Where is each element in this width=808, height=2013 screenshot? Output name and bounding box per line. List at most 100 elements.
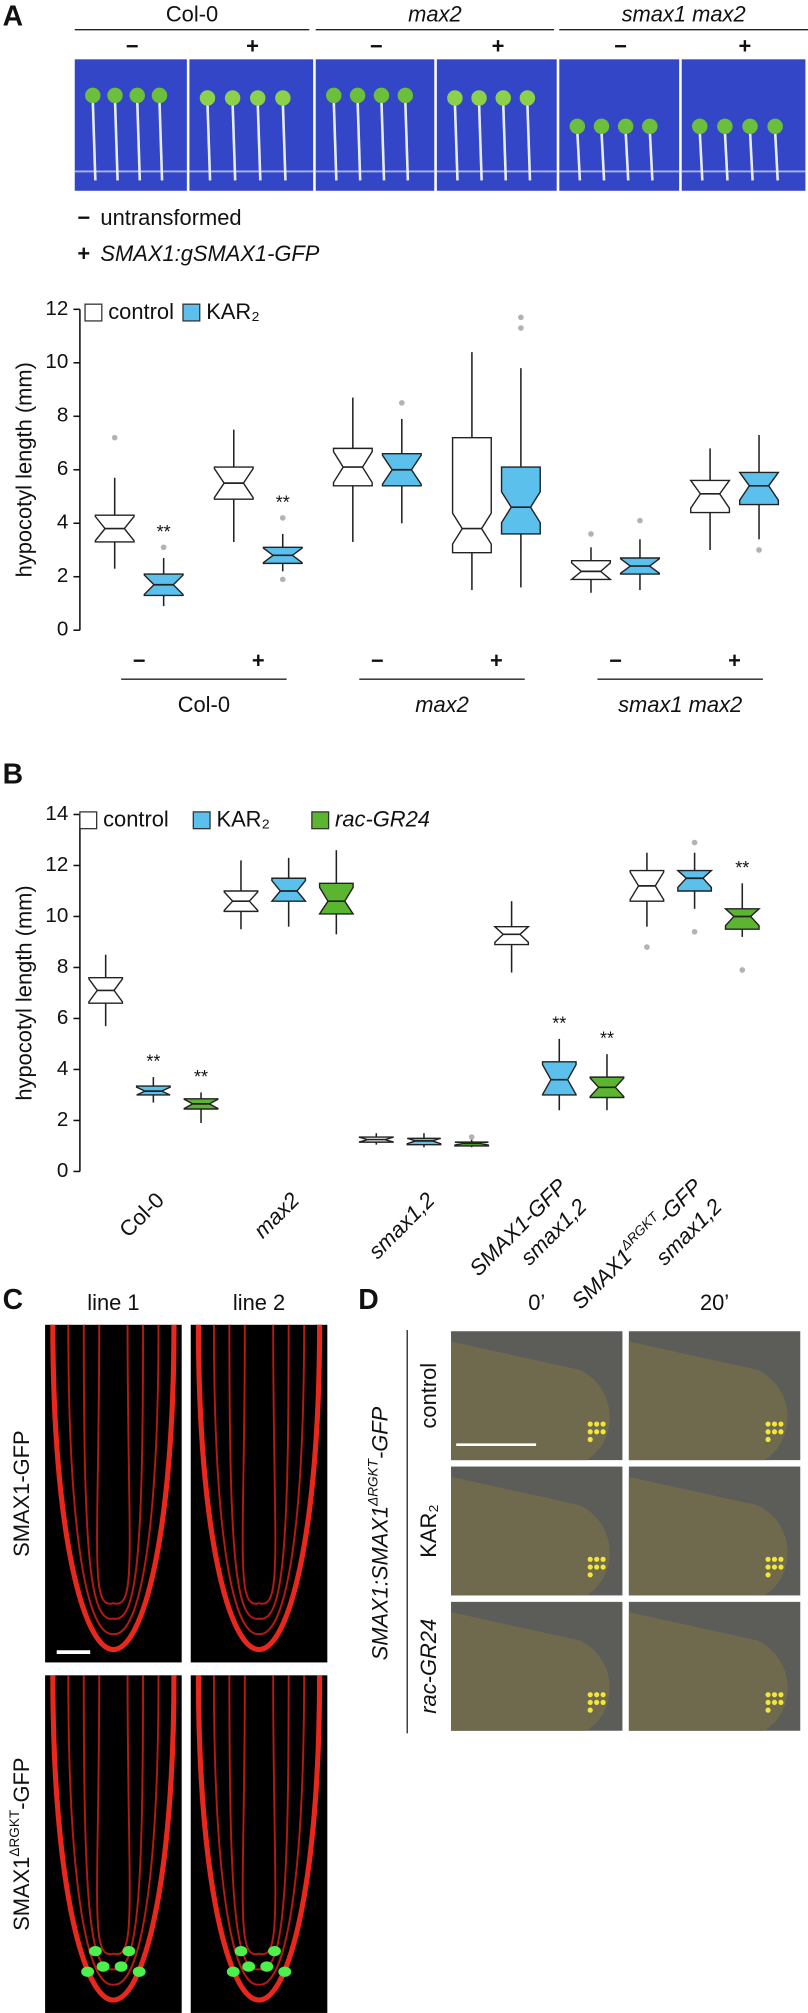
x-tick-label-group: max2 — [248, 1187, 304, 1243]
gfp-nucleus — [587, 1429, 593, 1435]
group-label: smax1 max2 — [618, 692, 742, 717]
cotyledon — [742, 118, 758, 135]
gfp-nucleus — [765, 1436, 771, 1443]
gfp-nucleus — [765, 1421, 771, 1427]
gfp-nucleus — [268, 1945, 281, 1957]
legend-label: KAR₂ — [216, 807, 270, 832]
y-tick-label: 0 — [57, 1159, 68, 1182]
text-part: -GFP — [367, 1406, 392, 1459]
treatment-label: − — [126, 34, 139, 59]
gfp-nucleus — [594, 1564, 600, 1570]
x-tick-label: + — [252, 648, 265, 673]
seedling-stem — [748, 131, 754, 181]
cotyledon — [717, 118, 733, 135]
significance: ** — [146, 1052, 160, 1072]
column-label: 0’ — [528, 1290, 545, 1315]
text-part: Col-0 — [114, 1187, 169, 1242]
gfp-nucleus — [226, 1966, 240, 1977]
y-tick-label: 10 — [45, 350, 68, 373]
outlier — [644, 944, 650, 950]
y-tick-label: 8 — [57, 955, 68, 978]
y-axis-label: hypocotyl length (mm) — [12, 885, 37, 1100]
cotyledon — [326, 87, 342, 104]
x-tick-label: − — [133, 648, 146, 673]
y-tick-label: 10 — [45, 904, 68, 927]
x-tick-label: smax1,2 — [363, 1187, 439, 1263]
cotyledon — [397, 87, 414, 104]
outlier — [111, 434, 118, 441]
text-part: ΔRGKT — [366, 1457, 381, 1507]
text-part: SMAX1-GFP — [9, 1430, 34, 1557]
seedling-stem — [91, 100, 97, 181]
gfp-nucleus — [587, 1699, 593, 1705]
gfp-nucleus — [587, 1556, 593, 1562]
gfp-nucleus — [132, 1966, 146, 1977]
box — [541, 1061, 577, 1096]
seedling-stem — [648, 131, 654, 181]
legend-symbol: + — [77, 241, 90, 266]
root-cells — [67, 1324, 160, 1636]
root-body — [451, 1476, 610, 1596]
legend-label: control — [103, 807, 169, 832]
gfp-nucleus — [771, 1429, 778, 1435]
outlier — [739, 967, 746, 973]
significance: ** — [735, 858, 749, 878]
box — [738, 471, 780, 506]
cotyledon — [129, 87, 145, 104]
y-tick-label: 2 — [57, 1108, 68, 1131]
outlier — [398, 400, 405, 406]
cotyledon — [373, 87, 390, 104]
group-label: max2 — [415, 692, 469, 717]
significance: ** — [276, 492, 290, 512]
box — [569, 559, 613, 581]
seedling-stem — [135, 100, 142, 181]
group-label: Col-0 — [178, 692, 230, 717]
significance: ** — [194, 1067, 208, 1087]
seedling-stem — [206, 103, 212, 181]
gfp-nucleus — [587, 1707, 593, 1713]
row-label: control — [416, 1363, 441, 1429]
gfp-nucleus — [765, 1429, 771, 1435]
root-outline — [195, 1324, 323, 1653]
root-cells — [82, 1675, 145, 1971]
column-label: line 2 — [233, 1290, 285, 1315]
gfp-nucleus — [594, 1692, 600, 1698]
gfp-nucleus — [242, 1961, 256, 1972]
construct-label: SMAX1:SMAX1ΔRGKT-GFP — [366, 1406, 393, 1660]
seedling-stem — [600, 131, 606, 181]
legend-swatch — [192, 811, 211, 830]
box — [318, 882, 355, 915]
x-tick-label-group: smax1,2 — [363, 1187, 439, 1263]
x-tick-label: + — [728, 648, 741, 673]
y-tick-label: 6 — [57, 1006, 68, 1029]
gfp-nucleus — [600, 1556, 606, 1562]
y-tick-label: 4 — [57, 1057, 68, 1080]
gfp-nucleus — [587, 1436, 593, 1443]
gfp-nucleus — [594, 1429, 600, 1435]
gfp-nucleus — [88, 1945, 102, 1957]
cotyledon — [495, 90, 511, 106]
root-cells — [212, 1675, 306, 1986]
y-tick-label: 12 — [45, 853, 68, 876]
gfp-nucleus — [765, 1556, 771, 1562]
root-outline — [50, 1675, 177, 2003]
root-body — [451, 1341, 610, 1461]
gfp-nucleus — [600, 1692, 606, 1698]
row-label: rac-GR24 — [416, 1619, 441, 1714]
seedling-stem — [526, 103, 532, 181]
gfp-nucleus — [234, 1945, 248, 1957]
cotyledon — [593, 118, 610, 135]
cotyledon — [250, 90, 266, 106]
text-part: smax1,2 — [363, 1187, 439, 1263]
outlier — [518, 314, 524, 321]
outlier — [691, 928, 698, 935]
root-cells — [241, 1324, 277, 1605]
seedling-stem — [380, 100, 386, 181]
group-label: smax1 max2 — [622, 1, 746, 26]
seedling-stem — [723, 131, 729, 181]
legend-swatch — [182, 303, 201, 322]
cotyledon — [85, 87, 101, 104]
cotyledon — [447, 90, 463, 106]
gfp-nucleus — [278, 1966, 292, 1977]
root-cells — [67, 1675, 160, 1986]
